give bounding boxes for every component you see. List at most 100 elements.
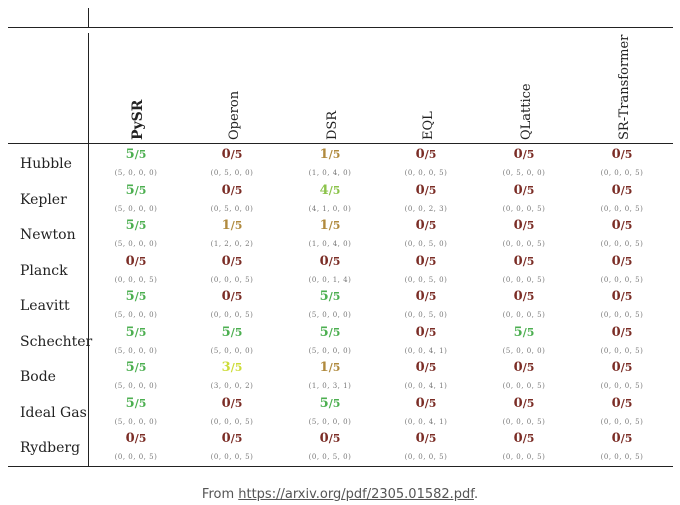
score: 0/5 [381,361,471,375]
score-denominator: /5 [424,219,437,232]
table-cell: 5/5 (5, 0, 0, 0) [91,325,181,356]
source-link[interactable]: https://arxiv.org/pdf/2305.01582.pdf [238,487,474,502]
score: 0/5 [285,254,375,269]
column-header-label: QLattice [519,83,534,140]
score-denominator: /5 [134,183,147,197]
outcome-counts: (0, 0, 0, 5) [502,204,546,213]
score-numerator: 0 [513,147,523,162]
table-cell: 0/5 (0, 0, 5, 0) [285,432,375,462]
table-cell: 0/5 (0, 0, 0, 5) [577,361,667,391]
score-denominator: /5 [424,290,437,303]
outcome-counts: (5, 0, 0, 0) [210,346,254,355]
score-denominator: /5 [424,325,437,339]
score: 5/5 [285,396,375,411]
outcome-counts: (5, 0, 0, 0) [502,346,546,355]
outcome-counts: (0, 0, 0, 5) [210,311,254,319]
table-cell: 5/5 (5, 0, 0, 0) [285,290,375,320]
score-denominator: /5 [620,219,633,232]
score-denominator: /5 [328,219,341,232]
score: 0/5 [479,254,569,269]
outcome-counts: (0, 0, 5, 0) [404,240,448,248]
score-numerator: 0 [611,395,621,411]
score-denominator: /5 [620,183,633,197]
score-denominator: /5 [620,361,633,374]
score-numerator: 0 [221,289,231,304]
score: 0/5 [187,254,277,269]
score-denominator: /5 [522,148,535,161]
outcome-counts: (0, 0, 0, 5) [114,453,158,461]
score-denominator: /5 [328,432,341,445]
score-numerator: 0 [221,182,231,198]
table-cell: 0/5 (0, 0, 0, 5) [577,219,667,249]
score: 0/5 [187,182,277,198]
score: 0/5 [187,148,277,162]
outcome-counts: (1, 0, 4, 0) [308,240,352,248]
score-numerator: 5 [319,289,329,304]
outcome-counts: (0, 0, 0, 5) [210,275,254,284]
outcome-counts: (5, 0, 0, 0) [308,346,352,355]
score: 0/5 [91,254,181,269]
outcome-counts: (0, 0, 0, 5) [600,169,644,177]
outcome-counts: (5, 0, 0, 0) [114,311,158,319]
score-denominator: /5 [230,183,243,197]
score-numerator: 0 [611,360,621,375]
row-label: Rydberg [20,440,81,456]
table-cell: 5/5 (5, 0, 0, 0) [479,325,569,356]
table-cell: 0/5 (0, 0, 5, 0) [381,219,471,249]
score-numerator: 5 [319,324,329,340]
score: 0/5 [381,432,471,446]
outcome-counts: (5, 0, 0, 0) [114,204,158,213]
score-denominator: /5 [424,148,437,161]
column-header: QLattice [518,34,538,142]
score: 0/5 [381,325,471,340]
table-cell: 0/5 (0, 0, 0, 5) [187,254,277,285]
score-numerator: 0 [319,431,329,446]
column-header: Operon [226,34,246,142]
score-denominator: /5 [134,219,147,232]
score: 5/5 [285,290,375,304]
score: 5/5 [285,324,375,340]
score-numerator: 5 [125,218,135,233]
outcome-counts: (0, 0, 4, 1) [404,417,448,426]
score-numerator: 5 [125,289,135,304]
table-cell: 5/5 (5, 0, 0, 0) [91,396,181,427]
outcome-counts: (5, 0, 0, 0) [114,240,158,248]
outcome-counts: (0, 5, 0, 0) [210,204,254,213]
outcome-counts: (5, 0, 0, 0) [114,169,158,177]
score-numerator: 0 [513,395,523,411]
score: 1/5 [285,219,375,233]
table-cell: 0/5 (0, 0, 0, 5) [91,254,181,285]
table-cell: 0/5 (0, 0, 4, 1) [381,325,471,356]
score: 0/5 [187,290,277,304]
score-denominator: /5 [424,396,437,410]
table-cell: 0/5 (0, 0, 2, 3) [381,183,471,214]
score-numerator: 0 [611,431,621,446]
score-denominator: /5 [134,254,147,268]
column-header: PySR [130,34,150,142]
score: 0/5 [381,219,471,233]
score-numerator: 0 [415,147,425,162]
score-numerator: 0 [513,182,523,198]
table-cell: 0/5 (0, 0, 0, 5) [577,183,667,214]
table-cell: 0/5 (0, 0, 0, 5) [577,254,667,285]
table-cell: 1/5 (1, 0, 4, 0) [285,148,375,178]
row-label: Bode [20,369,56,385]
score-denominator: /5 [230,219,243,232]
table-cell: 0/5 (0, 0, 0, 5) [381,432,471,462]
outcome-counts: (0, 0, 0, 5) [600,346,644,355]
score: 0/5 [479,182,569,198]
outcome-counts: (0, 0, 0, 5) [502,417,546,426]
table-cell: 5/5 (5, 0, 0, 0) [91,148,181,178]
outcome-counts: (1, 0, 4, 0) [308,169,352,177]
row-label: Newton [20,227,76,243]
score: 4/5 [285,183,375,198]
row-label: Schechter [20,333,93,350]
score-numerator: 0 [125,431,135,446]
score-numerator: 1 [319,147,329,162]
score: 5/5 [91,361,181,375]
outcome-counts: (5, 0, 0, 0) [308,417,352,426]
score: 5/5 [187,325,277,340]
score-numerator: 1 [221,218,231,233]
score-denominator: /5 [424,361,437,374]
row-label: Hubble [20,156,72,172]
